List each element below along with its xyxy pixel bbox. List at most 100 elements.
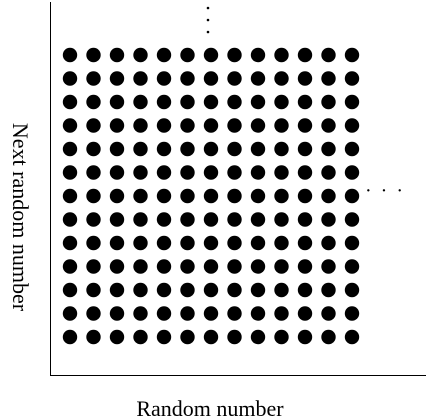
lattice-dot bbox=[156, 47, 172, 63]
lattice-dot bbox=[109, 165, 125, 180]
lattice-dot bbox=[250, 212, 266, 227]
lattice-dot bbox=[297, 188, 313, 204]
lattice-dot bbox=[86, 306, 101, 321]
lattice-dot bbox=[321, 71, 336, 86]
lattice-dot bbox=[227, 94, 242, 110]
lattice-dot bbox=[86, 118, 101, 133]
lattice-dot bbox=[109, 212, 125, 227]
lattice-dot bbox=[62, 165, 78, 180]
lattice-dot bbox=[109, 235, 125, 251]
lattice-dot bbox=[86, 188, 101, 204]
lattice-dot bbox=[203, 94, 219, 110]
lattice-dot bbox=[274, 188, 289, 204]
lattice-dot bbox=[297, 259, 313, 274]
x-axis-label: Random number bbox=[136, 396, 284, 420]
lattice-dot bbox=[86, 94, 101, 110]
lattice-dot bbox=[321, 47, 336, 63]
lattice-dot bbox=[156, 235, 172, 251]
lattice-dot bbox=[86, 259, 101, 274]
lattice-dot bbox=[156, 282, 172, 298]
lattice-dot bbox=[227, 282, 242, 298]
lattice-dot bbox=[250, 118, 266, 133]
lattice-dot bbox=[227, 141, 242, 157]
lattice-dot bbox=[227, 118, 242, 133]
lattice-dot bbox=[133, 188, 148, 204]
lattice-dot bbox=[133, 306, 148, 321]
lattice-dot bbox=[109, 94, 125, 110]
lattice-dot bbox=[227, 212, 242, 227]
lattice-dot bbox=[133, 141, 148, 157]
lattice-dot bbox=[344, 94, 360, 110]
lattice-dot bbox=[250, 282, 266, 298]
lattice-dot bbox=[180, 94, 195, 110]
lattice-dot bbox=[156, 94, 172, 110]
lattice-dot bbox=[86, 47, 101, 63]
lattice-dot bbox=[297, 212, 313, 227]
lattice-dot bbox=[297, 329, 313, 345]
lattice-dot bbox=[321, 212, 336, 227]
lattice-dot bbox=[203, 329, 219, 345]
lattice-dot bbox=[203, 212, 219, 227]
lattice-dot bbox=[321, 188, 336, 204]
lattice-dot bbox=[156, 212, 172, 227]
lattice-dot bbox=[274, 165, 289, 180]
ellipsis-dot bbox=[206, 6, 210, 10]
lattice-dot bbox=[180, 165, 195, 180]
lattice-dot bbox=[62, 282, 78, 298]
lattice-dot bbox=[62, 235, 78, 251]
lattice-dot bbox=[321, 306, 336, 321]
lattice-dot bbox=[250, 188, 266, 204]
lattice-dot bbox=[297, 94, 313, 110]
lattice-dot bbox=[109, 188, 125, 204]
lattice-dot bbox=[62, 259, 78, 274]
lattice-dot bbox=[321, 94, 336, 110]
dot-lattice bbox=[62, 47, 360, 345]
lattice-dot bbox=[274, 118, 289, 133]
lattice-dot bbox=[227, 47, 242, 63]
lattice-dot bbox=[227, 259, 242, 274]
lattice-dot bbox=[133, 259, 148, 274]
lattice-dot bbox=[250, 259, 266, 274]
lattice-dot bbox=[203, 165, 219, 180]
lattice-dot bbox=[133, 165, 148, 180]
lattice-dot bbox=[86, 282, 101, 298]
lattice-dot bbox=[321, 141, 336, 157]
lattice-dot bbox=[156, 165, 172, 180]
lattice-dot bbox=[321, 329, 336, 345]
lattice-dot bbox=[62, 141, 78, 157]
lattice-dot bbox=[250, 306, 266, 321]
lattice-dot bbox=[133, 71, 148, 86]
lattice-dot bbox=[344, 141, 360, 157]
lattice-dot bbox=[109, 47, 125, 63]
lattice-dot bbox=[227, 306, 242, 321]
lattice-dot bbox=[180, 71, 195, 86]
lattice-dot bbox=[156, 188, 172, 204]
lattice-dot bbox=[274, 329, 289, 345]
lattice-dot bbox=[180, 212, 195, 227]
lattice-dot bbox=[203, 235, 219, 251]
lattice-dot bbox=[86, 235, 101, 251]
lattice-dot bbox=[227, 71, 242, 86]
lattice-dot bbox=[274, 94, 289, 110]
lattice-dot bbox=[203, 118, 219, 133]
lattice-dot bbox=[62, 212, 78, 227]
lattice-dot bbox=[297, 165, 313, 180]
lattice-dot bbox=[250, 165, 266, 180]
lattice-dot bbox=[180, 141, 195, 157]
lattice-dot bbox=[180, 47, 195, 63]
lattice-dot bbox=[109, 141, 125, 157]
lattice-dot bbox=[109, 306, 125, 321]
lattice-dot bbox=[250, 141, 266, 157]
lattice-dot bbox=[62, 94, 78, 110]
lattice-dot bbox=[297, 71, 313, 86]
lattice-dot bbox=[133, 329, 148, 345]
lattice-dot bbox=[156, 259, 172, 274]
lattice-dot bbox=[344, 71, 360, 86]
lattice-dot bbox=[180, 282, 195, 298]
lattice-dot bbox=[109, 329, 125, 345]
lattice-dot bbox=[156, 329, 172, 345]
lattice-dot bbox=[203, 306, 219, 321]
lattice-dot bbox=[133, 282, 148, 298]
lattice-dot bbox=[321, 165, 336, 180]
